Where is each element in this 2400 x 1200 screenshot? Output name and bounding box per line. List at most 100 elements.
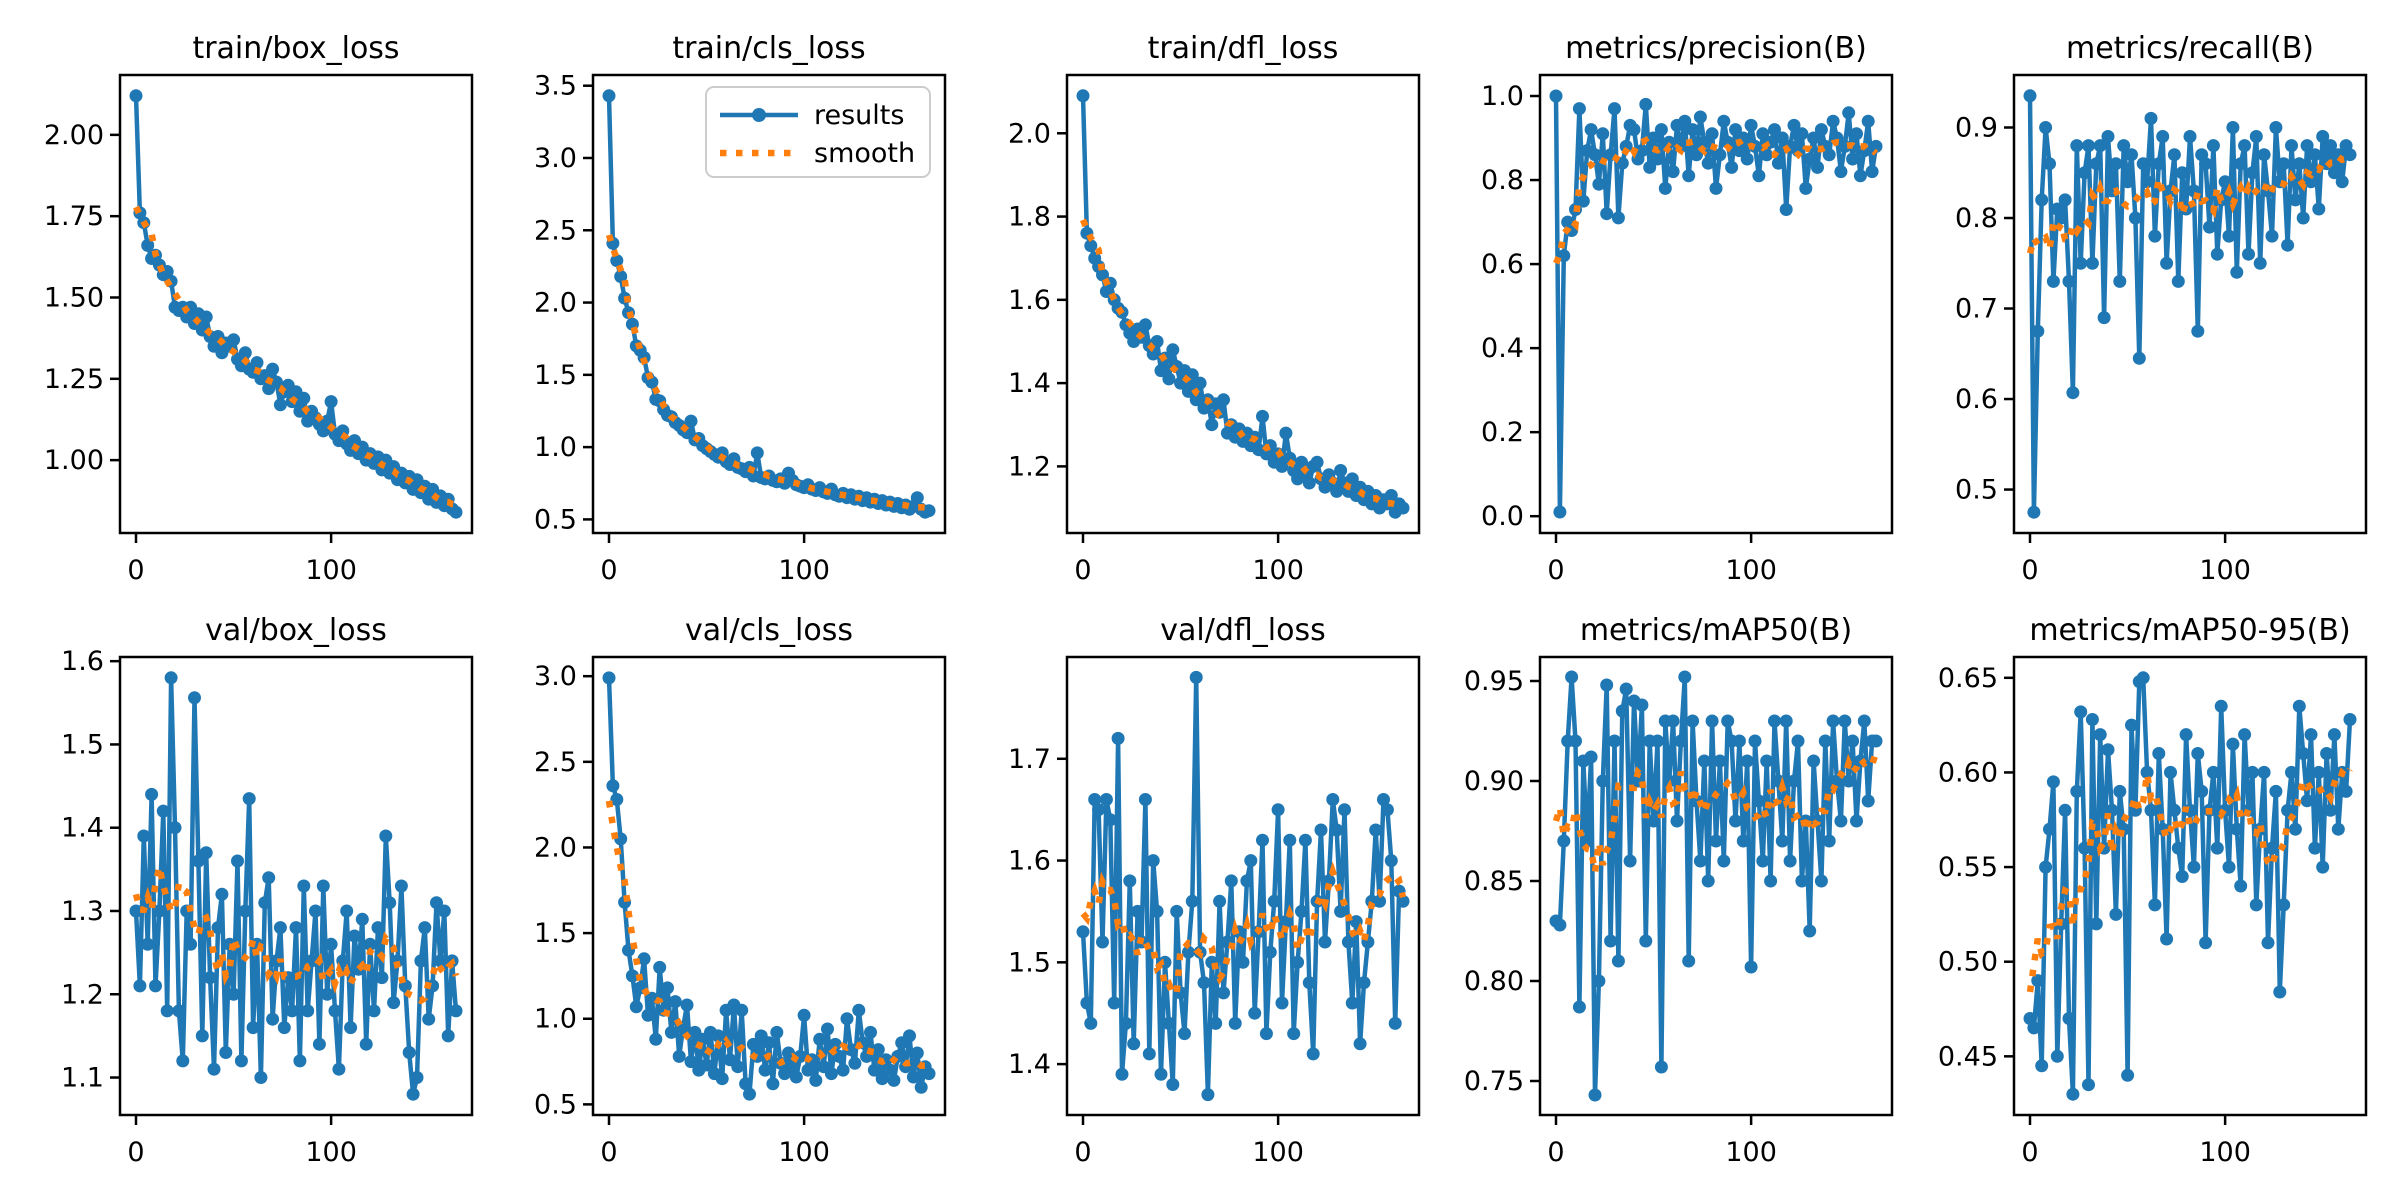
results-marker xyxy=(2043,157,2056,171)
results-marker xyxy=(649,1032,663,1046)
results-marker xyxy=(2296,747,2310,760)
results-marker xyxy=(1096,935,1109,949)
results-marker xyxy=(1107,996,1121,1010)
subplot-val/dfl_loss: 1.4 1.5 1.6 1.7 0 100 val/dfl_loss xyxy=(1008,613,1421,1168)
results-marker xyxy=(2238,139,2252,153)
subplot-title: train/cls_loss xyxy=(672,31,865,66)
x-tick-label: 0 xyxy=(2021,1137,2038,1168)
y-tick-label: 1.50 xyxy=(44,282,104,313)
results-marker xyxy=(672,1049,686,1063)
results-marker xyxy=(324,395,338,409)
results-marker xyxy=(1682,169,1696,183)
y-tick-label: 2.5 xyxy=(534,747,577,778)
results-marker xyxy=(785,1060,799,1074)
results-marker xyxy=(1334,464,1348,477)
results-marker xyxy=(1373,894,1387,908)
subplot-metrics/precision(B): 0.0 0.2 0.4 0.6 0.8 1.0 0 100 metrics/precision(… xyxy=(1481,31,1894,586)
results-marker xyxy=(2335,175,2349,189)
results-marker xyxy=(1697,135,1711,149)
results-marker xyxy=(273,398,287,412)
results-marker xyxy=(1369,823,1383,837)
results-marker xyxy=(2101,130,2115,143)
results-marker xyxy=(1732,734,1746,748)
results-marker xyxy=(1138,793,1152,806)
smooth-line xyxy=(605,800,932,1074)
y-tick-label: 0.85 xyxy=(1464,866,1524,897)
subplot-train/cls_loss: 0.5 1.0 1.5 2.0 2.5 3.0 3.5 0 100 train/cls_lossr… xyxy=(534,31,947,586)
results-marker xyxy=(1588,148,1602,162)
results-marker xyxy=(1670,814,1684,828)
axes-frame xyxy=(591,73,947,535)
results-marker xyxy=(2113,784,2127,798)
y-tick-label: 1.8 xyxy=(1008,202,1051,233)
results-marker xyxy=(910,1046,924,1060)
results-marker xyxy=(1732,144,1746,158)
results-marker xyxy=(2023,89,2037,103)
results-marker xyxy=(2277,157,2291,171)
results-marker xyxy=(875,1072,889,1086)
results-marker xyxy=(2058,193,2072,207)
x-tick-label: 0 xyxy=(2021,555,2038,586)
results-marker xyxy=(1666,165,1680,179)
y-tick-label: 0.5 xyxy=(1955,475,1998,506)
results-marker xyxy=(1256,833,1269,847)
results-marker xyxy=(1791,734,1805,748)
subplot-title: metrics/mAP50(B) xyxy=(1580,613,1852,648)
results-marker xyxy=(2062,274,2076,288)
results-marker xyxy=(2109,907,2123,921)
results-marker xyxy=(684,414,698,428)
results-marker xyxy=(1553,918,1567,932)
results-marker xyxy=(289,921,303,935)
results-marker xyxy=(871,1043,885,1057)
results-marker xyxy=(1838,714,1852,728)
results-marker xyxy=(2257,148,2271,162)
results-marker xyxy=(2074,256,2088,270)
results-marker xyxy=(1643,160,1657,174)
results-marker xyxy=(602,671,616,685)
y-tick-label: 0.8 xyxy=(1481,165,1524,196)
subplot-metrics/mAP50(B): 0.75 0.80 0.85 0.90 0.95 0 100 metrics/mAP50(B) xyxy=(1464,613,1894,1168)
results-marker xyxy=(1580,834,1594,848)
results-marker xyxy=(1146,347,1160,361)
results-marker xyxy=(285,1004,299,1018)
results-marker xyxy=(1338,803,1351,817)
results-marker xyxy=(1596,127,1610,141)
results-marker xyxy=(2343,148,2357,162)
results-marker xyxy=(316,879,330,893)
y-tick-label: 1.7 xyxy=(1008,744,1051,775)
results-marker xyxy=(2089,157,2103,171)
results-marker xyxy=(641,1008,655,1022)
x-tick-label: 0 xyxy=(600,555,617,586)
results-marker xyxy=(1814,123,1828,137)
results-marker xyxy=(2175,870,2189,883)
results-marker xyxy=(129,904,143,918)
results-marker xyxy=(2218,175,2232,189)
results-marker xyxy=(1123,874,1137,888)
results-marker xyxy=(1228,1016,1242,1030)
results-marker xyxy=(1775,834,1789,848)
results-marker xyxy=(2085,713,2099,726)
results-marker xyxy=(2050,1049,2064,1063)
results-marker xyxy=(1611,954,1625,968)
x-tick-label: 0 xyxy=(600,1137,617,1168)
y-tick-label: 1.0 xyxy=(534,432,577,463)
results-marker xyxy=(750,446,764,460)
results-marker xyxy=(2339,784,2353,798)
subplot-train/dfl_loss: 1.2 1.4 1.6 1.8 2.0 0 100 train/dfl_loss xyxy=(1008,31,1421,586)
results-marker xyxy=(2140,765,2154,779)
results-marker xyxy=(1271,803,1285,817)
results-marker xyxy=(184,937,198,951)
results-marker xyxy=(2343,713,2357,726)
results-marker xyxy=(2214,699,2228,713)
results-marker xyxy=(2121,1068,2135,1082)
results-marker xyxy=(625,969,639,983)
results-marker xyxy=(1869,139,1883,153)
results-marker xyxy=(309,904,322,918)
results-marker xyxy=(739,1077,753,1091)
results-marker xyxy=(301,1004,315,1018)
results-marker xyxy=(2074,705,2088,719)
results-marker xyxy=(2058,803,2072,817)
x-tick-label: 100 xyxy=(305,555,357,586)
results-marker xyxy=(1760,148,1774,162)
